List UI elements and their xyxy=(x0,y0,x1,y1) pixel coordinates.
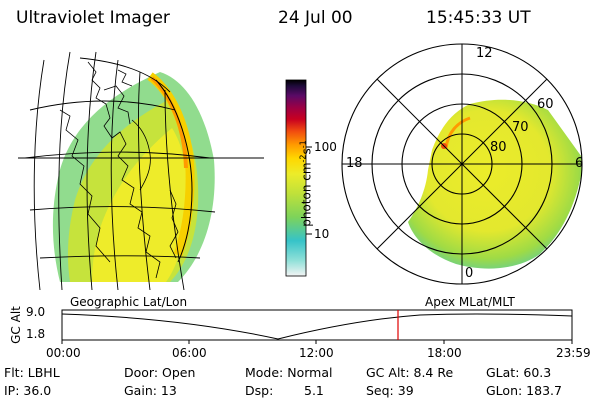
aurora-glow-inner xyxy=(92,128,188,282)
coastlines xyxy=(59,61,179,279)
image-time: 15:45:33 UT xyxy=(426,8,531,28)
mlt-spokes xyxy=(342,44,582,284)
info-seq: Seq: 39 xyxy=(366,383,414,398)
info-gc-alt: GC Alt: 8.4 Re xyxy=(366,365,454,380)
time-tick-1800: 18:00 xyxy=(427,346,462,360)
time-tick-2359: 23:59 xyxy=(556,346,591,360)
instrument-title: Ultraviolet Imager xyxy=(16,8,170,28)
geographic-map xyxy=(18,51,264,290)
colorbar-tick-100: 100 xyxy=(314,140,337,154)
color-bar xyxy=(285,79,307,277)
info-dsp-value: 5.1 xyxy=(304,383,324,398)
altitude-ytick-1-8: 1.8 xyxy=(26,327,46,341)
colorbar-unit-label: photon cm-2s-1 xyxy=(298,140,314,227)
mlt-label-0: 0 xyxy=(465,266,474,281)
mlt-label-18: 18 xyxy=(346,156,363,171)
info-dsp-label: Dsp: xyxy=(245,383,274,398)
polar-panel-label: Apex MLat/MLT xyxy=(425,295,515,309)
info-ip: IP: 36.0 xyxy=(4,383,52,398)
info-glat: GLat: 60.3 xyxy=(486,365,552,380)
time-tick-1200: 12:00 xyxy=(299,346,334,360)
time-tick-0600: 06:00 xyxy=(172,346,207,360)
info-gain: Gain: 13 xyxy=(124,383,177,398)
lat-label-70: 70 xyxy=(512,120,529,135)
lat-label-60: 60 xyxy=(537,97,554,112)
info-glon: GLon: 183.7 xyxy=(486,383,562,398)
altitude-ylabel: GC Alt xyxy=(9,306,23,344)
time-tick-0000: 00:00 xyxy=(46,346,81,360)
altitude-ytick-9: 9.0 xyxy=(26,305,46,319)
lat-label-80: 80 xyxy=(490,140,507,155)
mlt-label-12: 12 xyxy=(476,46,493,61)
info-door: Door: Open xyxy=(124,365,196,380)
image-date: 24 Jul 00 xyxy=(278,8,353,28)
polar-plot xyxy=(341,43,583,285)
info-flt: Flt: LBHL xyxy=(4,365,60,380)
altitude-curve xyxy=(61,313,573,340)
mlt-label-6: 6 xyxy=(575,156,584,171)
info-mode: Mode: Normal xyxy=(245,365,333,380)
geographic-panel-label: Geographic Lat/Lon xyxy=(70,295,188,309)
altitude-strip xyxy=(61,309,573,344)
auroral-oval-data xyxy=(408,99,582,269)
earth-limb xyxy=(155,79,193,263)
lat-lon-grid xyxy=(24,51,216,290)
colorbar-tick-10: 10 xyxy=(314,227,330,241)
